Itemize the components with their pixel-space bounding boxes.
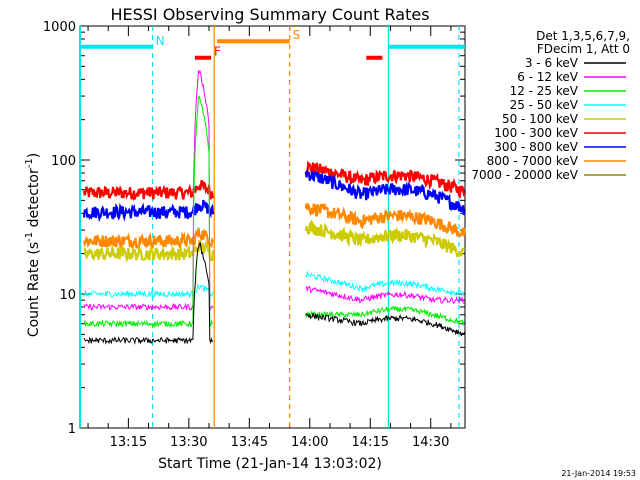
plot-frame: [79, 25, 466, 429]
series-line-100-300-keV-segment-1: [82, 179, 215, 202]
plot-area: 1 10 100 1000 13:15 13:30 13:45 14:00 14:15 14:30…: [43, 20, 466, 450]
series-line-50-100-keV-segment-2: [304, 218, 466, 258]
y-tick-label: 1: [68, 422, 76, 437]
series-line-6-12-keV-segment-2: [305, 285, 465, 305]
series-line-25-50-keV-segment-1: [83, 283, 214, 299]
y-axis-label: Count Rate (s-1 detector-1): [24, 153, 42, 337]
series-line-300-800-keV-segment-1: [82, 199, 215, 223]
legend-header-line-2: FDecim 1, Att 0: [537, 42, 630, 56]
x-tick-label: 13:30: [170, 435, 207, 450]
x-tick-label: 13:15: [110, 435, 147, 450]
svg-text:Count Rate (s-1 detector-1): Count Rate (s-1 detector-1): [24, 153, 42, 337]
y-tick-label: 10: [59, 288, 76, 303]
legend-label: 100 - 300 keV: [494, 126, 578, 140]
legend-label: 800 - 7000 keV: [487, 154, 579, 168]
flag-label: S: [293, 28, 301, 42]
x-axis-label: Start Time (21-Jan-14 13:03:02): [158, 456, 382, 472]
x-tick-label: 14:30: [412, 435, 449, 450]
legend-label: 12 - 25 keV: [510, 84, 579, 98]
flag-label: N: [156, 34, 165, 48]
series-line-25-50-keV-segment-2: [305, 270, 465, 297]
legend: Det 1,3,5,6,7,9, FDecim 1, Att 0 3 - 6 k…: [471, 29, 630, 182]
series-line-800-7000-keV-segment-2: [304, 202, 466, 238]
series-line-3-6-keV-segment-2: [305, 311, 466, 337]
chart-title: HESSI Observing Summary Count Rates: [110, 5, 429, 24]
series-line-50-100-keV-segment-1: [83, 239, 215, 264]
y-label-sup2: -1: [24, 158, 35, 168]
series-line-12-25-keV-segment-1: [83, 95, 214, 329]
legend-label: 3 - 6 keV: [525, 56, 579, 70]
legend-label: 6 - 12 keV: [517, 70, 579, 84]
footer-timestamp: 21-Jan-2014 19:53: [561, 469, 636, 478]
x-tick-label: 14:15: [352, 435, 389, 450]
series-line-300-800-keV-segment-2: [304, 167, 466, 216]
legend-label: 300 - 800 keV: [494, 140, 578, 154]
y-label-sup1: -1: [24, 232, 35, 242]
y-label-base: Count Rate (s: [26, 242, 42, 337]
y-tick-label: 100: [51, 154, 76, 169]
x-tick-label: 14:00: [291, 435, 328, 450]
legend-label: 50 - 100 keV: [502, 112, 579, 126]
flag-label: F: [214, 45, 221, 59]
series-line-3-6-keV-segment-1: [83, 241, 214, 345]
series-line-12-25-keV-segment-2: [305, 306, 465, 326]
x-tick-label: 13:45: [231, 435, 268, 450]
y-label-mid: detector: [26, 168, 42, 232]
y-tick-label: 1000: [43, 20, 76, 35]
legend-header-line-1: Det 1,3,5,6,7,9,: [536, 29, 630, 43]
series-line-800-7000-keV-segment-1: [82, 227, 214, 251]
legend-label: 7000 - 20000 keV: [471, 168, 578, 182]
series-line-6-12-keV-segment-1: [83, 69, 214, 311]
y-label-end: ): [26, 153, 42, 158]
legend-label: 25 - 50 keV: [510, 98, 579, 112]
